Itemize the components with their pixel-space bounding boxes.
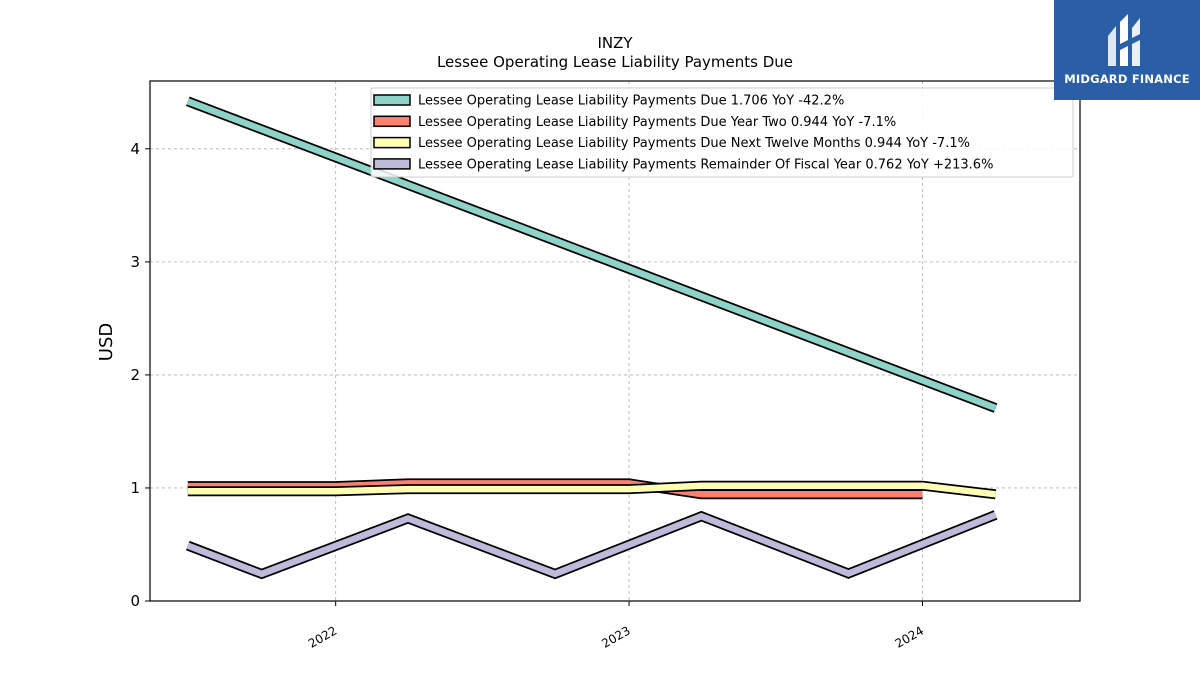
legend-label: Lessee Operating Lease Liability Payment… xyxy=(418,157,993,172)
legend-box xyxy=(370,87,1074,178)
legend-label: Lessee Operating Lease Liability Payment… xyxy=(418,94,844,109)
series-fill xyxy=(186,98,997,412)
legend-label: Lessee Operating Lease Liability Payment… xyxy=(418,136,970,151)
series-line xyxy=(186,96,998,413)
midgard-logo-icon xyxy=(1108,14,1140,66)
x-tick-label: 2023 xyxy=(599,623,632,650)
series-line xyxy=(186,510,998,580)
chart-subtitle: Lessee Operating Lease Liability Payment… xyxy=(437,53,793,71)
series-layer xyxy=(186,96,998,580)
legend-swatch xyxy=(373,94,411,106)
legend-label: Lessee Operating Lease Liability Payment… xyxy=(418,115,896,130)
y-tick-label: 0 xyxy=(130,592,140,610)
x-tick-label: 2022 xyxy=(306,623,339,650)
series-fill xyxy=(186,511,997,578)
x-tick-label: 2024 xyxy=(893,623,926,650)
legend: Lessee Operating Lease Liability Payment… xyxy=(370,87,1074,178)
series-line xyxy=(187,480,997,500)
legend-swatch xyxy=(373,158,411,170)
brand-logo: MIDGARD FINANCE xyxy=(1054,0,1200,100)
y-tick-label: 3 xyxy=(130,253,140,271)
series-fill xyxy=(187,480,923,498)
y-axis-label: USD xyxy=(96,323,117,361)
legend-swatch xyxy=(373,115,411,128)
series-line xyxy=(187,478,923,500)
y-tick-label: 4 xyxy=(130,140,140,158)
brand-name: MIDGARD FINANCE xyxy=(1064,72,1190,86)
y-tick-label: 1 xyxy=(130,479,140,497)
plot-frame xyxy=(149,80,1081,602)
y-tick-label: 2 xyxy=(130,366,140,384)
chart-title: INZY xyxy=(597,34,633,52)
legend-swatch xyxy=(373,136,411,149)
series-fill xyxy=(187,482,996,498)
